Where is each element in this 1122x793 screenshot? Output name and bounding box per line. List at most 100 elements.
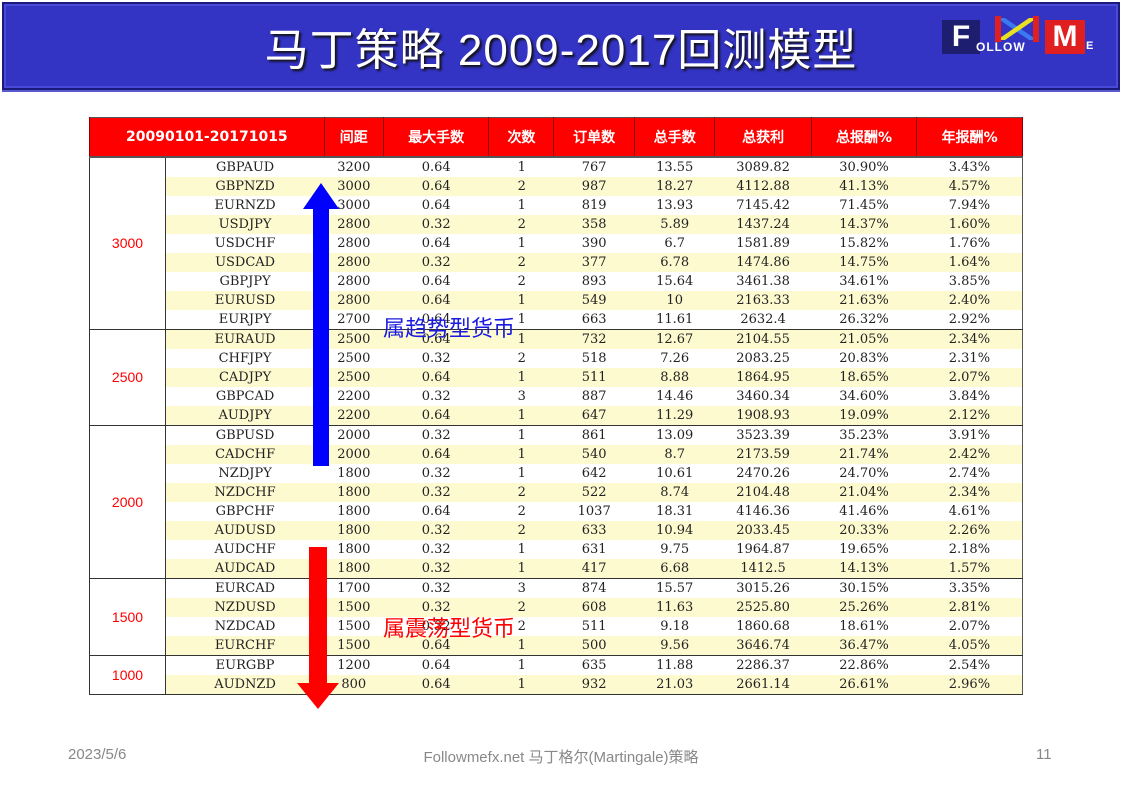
table-cell: 2	[517, 619, 526, 634]
table-cell: 1037	[577, 504, 611, 519]
table-cell: 819	[581, 198, 607, 213]
table-cell: 767	[581, 160, 607, 175]
table-cell: 3461.38	[736, 274, 790, 289]
logo-e: E	[1086, 40, 1094, 52]
table-row: CADJPY 2500 0.64 1 511 8.88 1864.95 18.65% 2.07%	[90, 368, 1023, 387]
table-cell: 4146.36	[736, 504, 790, 519]
table-cell: 0.64	[421, 504, 451, 519]
table-cell: GBPUSD	[165, 425, 325, 445]
table-cell: EURGBP	[165, 655, 325, 675]
table-cell: 893	[581, 274, 607, 289]
footer-caption: Followmefx.net 马丁格尔(Martingale)策略	[423, 749, 699, 766]
table-cell: 3.85%	[948, 274, 991, 289]
table-row: EURNZD 3000 0.64 1 819 13.93 7145.42 71.45% 7.94…	[90, 196, 1023, 215]
table-cell: 2500	[324, 329, 384, 349]
table-row: AUDNZD 800 0.64 1 932 21.03 2661.14 26.61% 2.96%	[90, 675, 1023, 695]
table-cell: 5.89	[634, 215, 715, 234]
table-cell: AUDUSD	[165, 521, 325, 540]
table-row: GBPNZD 3000 0.64 2 987 18.27 4112.88 41.13% 4.57…	[90, 177, 1023, 196]
table-cell: 1800	[324, 483, 384, 502]
table-cell: 2500	[337, 351, 371, 366]
table-cell: 1200	[337, 658, 371, 673]
table-cell: AUDJPY	[165, 406, 325, 426]
table-cell: 0.64	[383, 291, 489, 310]
table-cell: 21.04%	[811, 483, 917, 502]
table-cell: 608	[553, 598, 635, 617]
table-cell: 2.92%	[916, 310, 1023, 330]
table-cell: 0.32	[383, 253, 489, 272]
table-cell: 2286.37	[736, 658, 790, 673]
table-cell: 13.93	[656, 198, 694, 213]
table-row: 2500 EURAUD 2500 0.64 1 732 12.67 2104.55 21.05%…	[89, 329, 1023, 426]
table-cell: 0.64	[383, 310, 489, 330]
table-cell: 1.60%	[916, 215, 1023, 234]
column-header: 总手数	[633, 117, 716, 158]
table-cell: 1700	[337, 581, 371, 596]
table-cell: 21.63%	[811, 291, 917, 310]
table-cell: 1	[488, 559, 554, 579]
table-cell: 1	[517, 198, 526, 213]
table-cell: 3460.34	[736, 389, 790, 404]
table-cell: 11.88	[656, 658, 694, 673]
table-cell: 0.32	[421, 581, 451, 596]
table-cell: 0.64	[383, 177, 489, 196]
table-cell: 887	[581, 389, 607, 404]
table-cell: 2200	[324, 406, 384, 426]
column-header: 次数	[488, 117, 555, 158]
table-cell: 1	[488, 675, 554, 695]
table-cell: 18.31	[656, 504, 694, 519]
backtest-table: 20090101-20171015 间距 最大手数 次数 订单数 总手数 总获利 总报酬% 年报…	[89, 117, 1023, 695]
table-cell: 1.64%	[916, 253, 1023, 272]
table-cell: 1500	[324, 598, 384, 617]
table-row: NZDUSD 1500 0.32 2 608 11.63 2525.80 25.26% 2.81…	[90, 598, 1023, 617]
table-cell: 21.74%	[811, 445, 917, 464]
table-row: NZDJPY 1800 0.32 1 642 10.61 2470.26 24.70% 2.74…	[90, 464, 1023, 483]
table-cell: 0.64	[421, 198, 451, 213]
table-cell: EURAUD	[165, 329, 325, 349]
table-cell: 1800	[337, 504, 371, 519]
table-row: EURUSD 2800 0.64 1 549 10 2163.33 21.63% 2.40%	[90, 291, 1023, 310]
table-row: AUDUSD 1800 0.32 2 633 10.94 2033.45 20.33% 2.26…	[90, 521, 1023, 540]
table-cell: 1581.89	[736, 236, 790, 251]
table-cell: 1964.87	[736, 542, 790, 557]
title-bar	[2, 2, 1120, 90]
table-cell: 0.32	[421, 428, 451, 443]
followme-logo: F OLLOW M E	[940, 16, 1105, 60]
table-cell: 987	[553, 177, 635, 196]
table-cell: 932	[553, 675, 635, 695]
table-cell: 11.61	[634, 310, 715, 330]
table-cell: 3.84%	[948, 389, 991, 404]
table-cell: USDCAD	[165, 253, 325, 272]
table-cell: 18.61%	[839, 619, 889, 634]
table-cell: 2632.4	[714, 310, 812, 330]
range-currency-label: 属震荡型货币	[383, 617, 516, 642]
table-cell: 3015.26	[736, 581, 790, 596]
table-cell: 0.32	[383, 521, 489, 540]
table-cell: AUDCAD	[165, 559, 325, 579]
table-cell: 2	[488, 253, 554, 272]
table-cell: 0.32	[421, 389, 451, 404]
table-cell: 0.32	[383, 215, 489, 234]
table-cell: 0.32	[383, 559, 489, 579]
table-cell: 3.43%	[948, 160, 991, 175]
table-cell: EURJPY	[165, 310, 325, 330]
table-cell: 2	[488, 177, 554, 196]
table-cell: 3523.39	[736, 428, 790, 443]
table-cell: 1	[517, 658, 526, 673]
table-cell: EURUSD	[165, 291, 325, 310]
table-cell: 1	[488, 406, 554, 426]
table-cell: 2.34%	[916, 329, 1023, 349]
table-cell: 2	[488, 215, 554, 234]
table-cell: 358	[553, 215, 635, 234]
table-cell: 14.75%	[811, 253, 917, 272]
table-cell: 732	[553, 329, 635, 349]
table-cell: 14.13%	[811, 559, 917, 579]
table-cell: 4.61%	[948, 504, 991, 519]
table-cell: 35.23%	[839, 428, 889, 443]
column-header: 年报酬%	[916, 117, 1023, 158]
table-cell: 15.82%	[839, 236, 889, 251]
table-cell: 1500	[337, 619, 371, 634]
table-cell: NZDUSD	[165, 598, 325, 617]
table-cell: 0.32	[421, 542, 451, 557]
table-cell: EURNZD	[165, 196, 325, 215]
